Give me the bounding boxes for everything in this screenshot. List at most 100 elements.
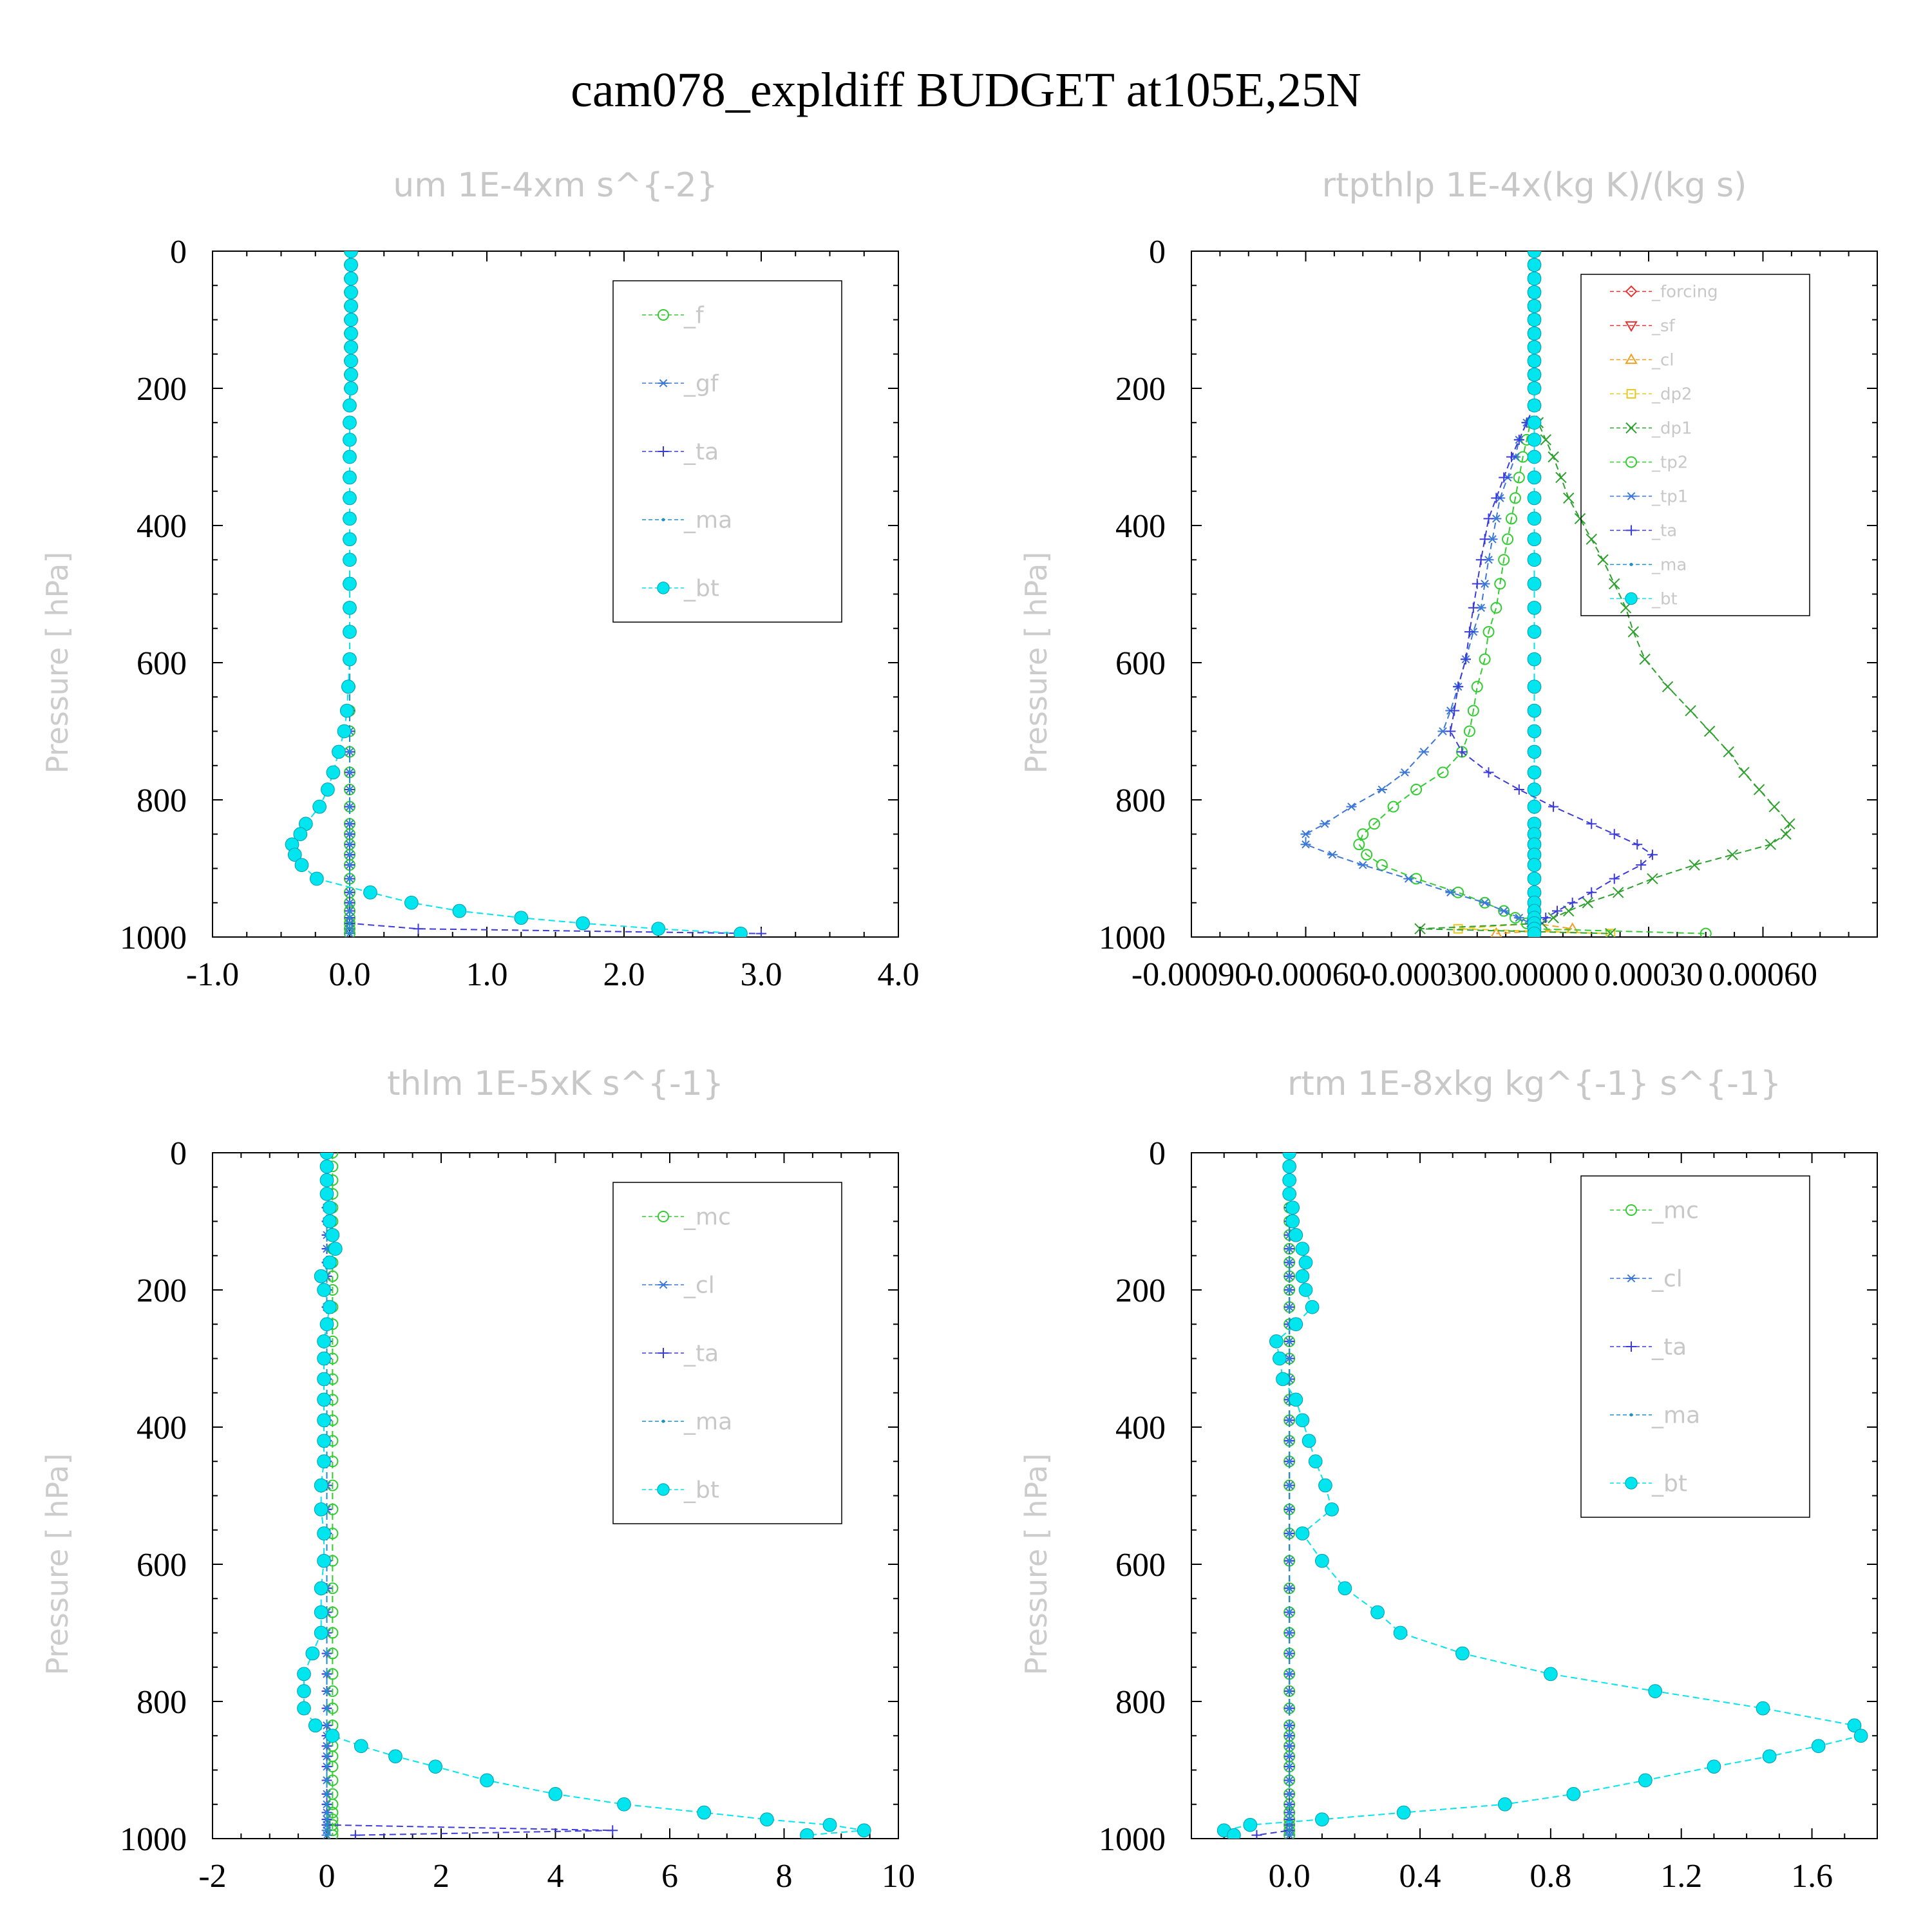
data-point (297, 1701, 311, 1716)
data-point (348, 853, 352, 857)
data-point (1499, 472, 1510, 483)
legend-item: _bt (642, 1477, 719, 1504)
data-point (1287, 1439, 1291, 1443)
data-point (1625, 456, 1637, 468)
data-point (343, 398, 357, 413)
y-tick-label: 600 (1115, 1547, 1166, 1584)
series-bt (1217, 1153, 1868, 1839)
legend-item: _ma (642, 1409, 732, 1435)
data-point (1463, 725, 1475, 737)
legend-item: _dp2 (1610, 385, 1692, 404)
data-point (343, 532, 357, 547)
data-point (1527, 450, 1542, 464)
data-point (1527, 576, 1542, 591)
data-point (1498, 554, 1510, 566)
data-point (325, 1803, 328, 1806)
data-point (325, 1689, 328, 1693)
data-point (1612, 887, 1624, 898)
legend-label: _cl (1651, 351, 1674, 370)
data-point (319, 1159, 334, 1174)
data-point (1300, 829, 1311, 838)
data-point (1282, 1159, 1296, 1174)
data-point (323, 1300, 337, 1314)
data-point (327, 1153, 339, 1159)
data-point (1527, 724, 1542, 739)
data-point (325, 1765, 328, 1768)
data-point (1370, 1605, 1385, 1620)
legend-label: _f (683, 303, 705, 329)
data-point (1287, 1828, 1291, 1832)
data-point (1625, 1204, 1637, 1216)
data-point (317, 1334, 331, 1349)
data-point (1527, 744, 1542, 759)
x-tick-label: 0.00060 (1709, 956, 1817, 993)
data-point (1483, 513, 1494, 524)
data-point (1287, 1260, 1291, 1264)
data-point (1527, 703, 1542, 718)
data-point (344, 299, 358, 314)
data-point (1527, 433, 1542, 447)
data-point (1285, 1214, 1300, 1229)
data-point (1853, 1728, 1868, 1743)
data-point (1811, 1739, 1826, 1754)
chart-panel-1: um 1E-4xm s^{-2} Pressure [ hPa] 0 200 400 60… (40, 166, 920, 993)
data-point (1586, 533, 1597, 545)
series-bt (285, 251, 748, 937)
data-point (1361, 849, 1373, 861)
data-point (317, 1526, 331, 1540)
data-point (1300, 840, 1311, 849)
data-point (1227, 1828, 1241, 1839)
legend-item: _dp1 (1610, 419, 1692, 439)
data-point (657, 1483, 670, 1496)
data-point (1527, 299, 1542, 314)
data-point (1780, 828, 1792, 840)
y-tick-label: 0 (1149, 234, 1166, 270)
data-point (317, 1553, 331, 1568)
data-point (325, 1707, 328, 1710)
data-point (314, 1269, 328, 1283)
data-point (1527, 652, 1542, 667)
legend-box (1580, 1175, 1810, 1518)
data-point (1287, 1823, 1291, 1827)
data-point (1287, 1611, 1291, 1615)
legend-label: _gf (683, 371, 719, 397)
legend-label: _ma (683, 507, 732, 534)
data-point (1636, 860, 1647, 871)
data-point (1287, 1672, 1291, 1676)
x-tick-label: -2 (198, 1858, 226, 1895)
data-point (1287, 1274, 1291, 1278)
data-point (344, 258, 358, 272)
series-line (326, 1153, 613, 1836)
data-point (325, 1817, 328, 1821)
legend-label: _mc (683, 1204, 731, 1231)
data-point (1647, 873, 1658, 885)
data-point (1387, 800, 1399, 813)
data-point (314, 1478, 328, 1493)
data-point (1308, 1454, 1323, 1469)
data-point (1648, 1684, 1662, 1698)
data-point (348, 842, 352, 846)
data-point (1287, 1586, 1291, 1590)
data-point (348, 863, 352, 867)
data-point (1461, 654, 1471, 665)
data-point (1527, 532, 1542, 547)
data-point (297, 1667, 311, 1681)
legend-label: _dp2 (1651, 385, 1692, 404)
data-point (1346, 802, 1357, 811)
data-point (1552, 905, 1562, 916)
data-point (1282, 1153, 1296, 1160)
data-point (1490, 601, 1502, 614)
y-tick-label: 600 (1115, 645, 1166, 682)
data-point (1318, 1478, 1332, 1493)
x-tick-label: 0.4 (1399, 1858, 1441, 1895)
data-point (697, 1805, 712, 1820)
data-point (658, 379, 668, 388)
data-point (1453, 681, 1464, 692)
data-point (314, 1581, 328, 1596)
data-point (294, 858, 309, 873)
data-point (319, 1153, 334, 1160)
series-bt (297, 1153, 871, 1839)
data-point (1586, 887, 1597, 898)
series-line (1305, 251, 1535, 934)
data-point (1506, 451, 1517, 462)
